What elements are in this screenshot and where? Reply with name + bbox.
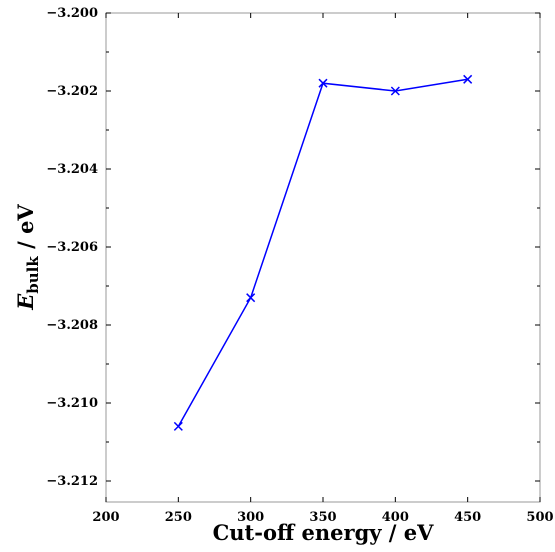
x-tick-label: 250 (165, 510, 192, 525)
x-tick-label: 400 (382, 510, 409, 525)
y-axis-title-subscript: bulk (24, 256, 42, 294)
x-axis-title: Cut-off energy / eV (213, 520, 435, 545)
x-axis-ticks: 200 250 300 350 400 450 500 (92, 13, 554, 525)
y-axis-title: Ebulk / eV (13, 204, 42, 311)
data-point-marker (246, 293, 256, 303)
y-tick-label: −3.200 (46, 6, 98, 21)
y-axis-title-unit: / eV (13, 204, 38, 257)
data-point-marker (390, 86, 400, 96)
plot-frame (105, 12, 541, 503)
series-line (177, 78, 468, 427)
y-axis-title-symbol: E (13, 293, 38, 311)
y-axis-ticks: −3.200 −3.202 −3.204 −3.206 −3.208 −3.210 −3.2… (46, 6, 540, 489)
data-point-marker (173, 421, 183, 431)
x-tick-label: 450 (454, 510, 481, 525)
x-tick-label: 500 (526, 510, 553, 525)
y-tick-label: −3.202 (46, 84, 98, 99)
y-tick-label: −3.212 (46, 474, 98, 489)
x-tick-label: 350 (309, 510, 336, 525)
x-tick-label: 300 (237, 510, 264, 525)
y-tick-label: −3.206 (46, 240, 98, 255)
data-series (173, 74, 473, 431)
data-point-marker (463, 74, 473, 84)
y-tick-label: −3.204 (46, 162, 98, 177)
y-tick-label: −3.208 (46, 318, 98, 333)
x-tick-label: 200 (92, 510, 119, 525)
y-tick-label: −3.210 (46, 396, 98, 411)
data-point-marker (318, 78, 328, 88)
